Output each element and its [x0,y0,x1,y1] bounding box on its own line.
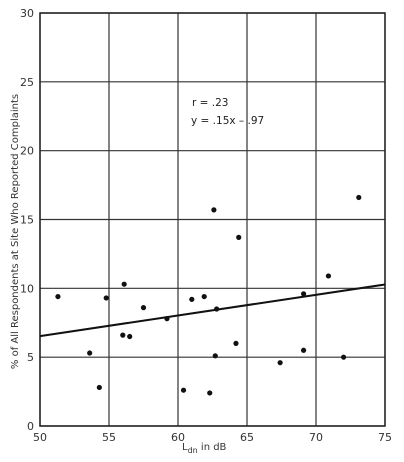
data-point [356,194,362,201]
y-tick-label: 25 [20,76,34,89]
data-point [87,350,93,356]
y-tick-label: 20 [20,145,34,158]
data-point [300,347,307,353]
data-point [140,305,147,311]
tick-labels: 50 55 60 65 70 75 0 5 10 15 20 25 30 [20,7,392,444]
data-point [121,281,127,287]
data-points [55,194,362,396]
y-tick-label: 15 [20,214,34,227]
x-axis-title: Ldn in dB [182,442,227,455]
data-point [127,333,133,340]
y-tick-label: 30 [20,7,34,20]
data-point [341,354,347,360]
x-tick-label: 70 [309,431,323,444]
y-tick-label: 0 [27,420,34,433]
data-point [120,332,126,338]
grid-lines [39,12,386,427]
x-tick-label: 60 [171,431,185,444]
data-point [236,234,242,240]
x-tick-label: 50 [33,431,47,444]
y-axis-title: % of All Respondents at Site Who Reporte… [10,94,21,369]
x-tick-label: 75 [378,431,392,444]
x-tick-label: 65 [240,431,254,444]
data-point [233,340,239,346]
data-point [180,387,187,393]
data-point [300,291,307,297]
data-point [164,316,170,322]
data-point [207,390,213,396]
regression-line [39,283,386,338]
data-point [201,293,207,300]
data-point [103,295,109,301]
x-axis-title-suffix: in dB [198,442,227,453]
data-point [212,353,218,359]
data-point [189,296,195,302]
data-point [277,360,283,366]
data-point [214,306,220,312]
y-tick-label: 5 [27,351,34,364]
plot-frame [39,12,386,427]
data-point [96,384,102,391]
x-axis-title-main: L [182,442,188,453]
data-point [55,293,61,300]
x-tick-label: 55 [102,431,116,444]
annotation-r: r = .23 [192,97,229,109]
y-tick-label: 10 [20,282,34,295]
data-point [211,207,217,213]
data-point [325,273,332,279]
annotation-equation: y = .15x – .97 [191,115,264,127]
x-axis-title-subscript: dn [188,446,198,455]
